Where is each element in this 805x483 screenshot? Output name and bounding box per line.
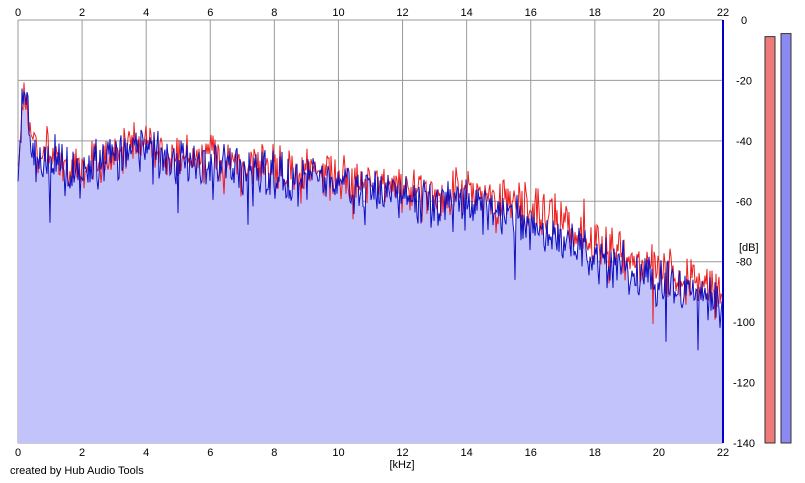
- spectrum-area-fill: [18, 88, 723, 443]
- level-meter-blue: [780, 33, 792, 444]
- spectrum-fill: [18, 88, 723, 443]
- x-tick-label-top: 22: [717, 7, 729, 19]
- credit-text: created by Hub Audio Tools: [10, 465, 144, 477]
- x-tick-label-top: 2: [79, 7, 85, 19]
- x-tick-label-top: 4: [143, 7, 149, 19]
- x-axis-unit-label: [kHz]: [389, 459, 414, 471]
- x-tick-label-top: 12: [396, 7, 408, 19]
- x-tick-label-bottom: 0: [15, 447, 21, 459]
- x-tick-label-bottom: 14: [461, 447, 473, 459]
- spectrum-series: [17, 82, 724, 351]
- level-meters: [764, 33, 792, 444]
- x-tick-label-top: 0: [15, 7, 21, 19]
- y-tick-label: -60: [736, 196, 752, 208]
- x-tick-label-bottom: 20: [653, 447, 665, 459]
- x-tick-label-bottom: 12: [396, 447, 408, 459]
- x-tick-label-top: 16: [525, 7, 537, 19]
- level-meter-red: [764, 36, 776, 444]
- y-tick-label: -20: [736, 75, 752, 87]
- y-tick-label: -80: [736, 257, 752, 269]
- x-tick-label-bottom: 22: [717, 447, 729, 459]
- x-tick-label-top: 20: [653, 7, 665, 19]
- x-tick-labels-bottom: 0 2 4 6 8 10 12 14 16 18 20 22: [15, 447, 729, 459]
- x-tick-label-top: 8: [271, 7, 277, 19]
- x-tick-label-top: 6: [207, 7, 213, 19]
- y-tick-label: -140: [733, 438, 755, 450]
- y-axis-unit-label: [dB]: [739, 242, 759, 254]
- x-tick-label-bottom: 8: [271, 447, 277, 459]
- y-tick-labels: 0 -20 -40 -60 -80 -100 -120 -140: [733, 15, 755, 450]
- x-tick-label-top: 10: [332, 7, 344, 19]
- x-tick-label-top: 14: [461, 7, 473, 19]
- x-tick-label-bottom: 16: [525, 447, 537, 459]
- y-tick-label: -120: [733, 378, 755, 390]
- x-tick-label-bottom: 2: [79, 447, 85, 459]
- y-tick-label: 0: [741, 15, 747, 27]
- x-tick-label-bottom: 4: [143, 447, 149, 459]
- y-tick-label: -100: [733, 317, 755, 329]
- x-tick-labels-top: 0 2 4 6 8 10 12 14 16 18 20 22: [15, 7, 729, 19]
- x-tick-label-bottom: 6: [207, 447, 213, 459]
- x-tick-label-bottom: 18: [589, 447, 601, 459]
- x-tick-label-bottom: 10: [332, 447, 344, 459]
- x-tick-label-top: 18: [589, 7, 601, 19]
- y-tick-label: -40: [736, 136, 752, 148]
- spectrum-line-blue: [17, 88, 724, 351]
